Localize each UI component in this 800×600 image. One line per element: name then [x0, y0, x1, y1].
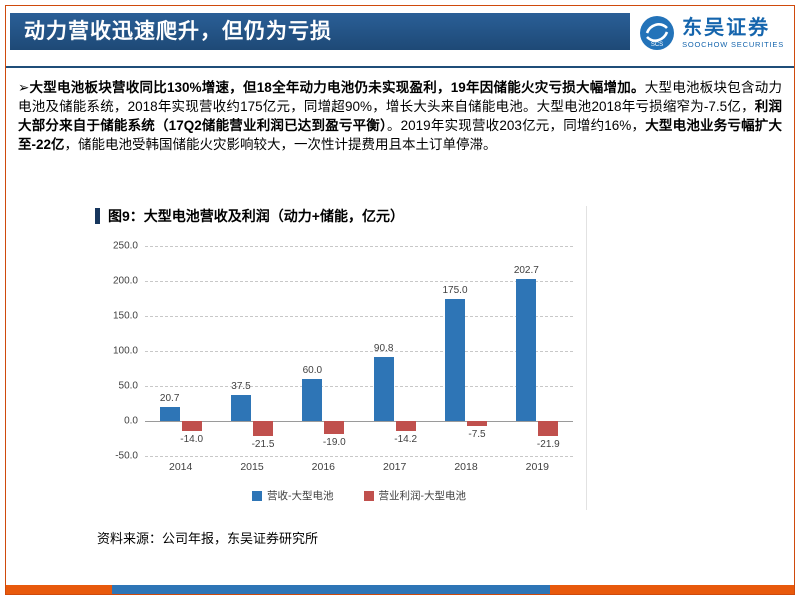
soochow-logo: SCS 东吴证券 SOOCHOW SECURITIES [639, 15, 784, 51]
logo-chinese-name: 东吴证券 [682, 16, 771, 39]
profit-bar [253, 421, 273, 437]
gridline [145, 315, 573, 317]
chart-container: 图9：大型电池营收及利润（动力+储能，亿元） 250.0 200.0 150.0 10… [95, 206, 587, 510]
revenue-bar [373, 357, 394, 421]
profit-value-label: -14.0 [180, 433, 204, 445]
profit-value-label: -19.0 [322, 437, 346, 449]
revenue-value-label: 202.7 [513, 265, 539, 277]
slide-title: 动力营收迅速爬升，但仍为亏损 [24, 20, 332, 43]
x-axis-labels: 2014 2015 2016 2017 2018 2019 [145, 461, 573, 476]
soochow-logo-icon: SCS [640, 16, 675, 50]
chart-plot: 250.0 200.0 150.0 100.0 50.0 0.0 -50.0 20.7 -14.… [113, 241, 573, 462]
legend-item: 营收-大型电池 [252, 488, 334, 503]
body-text-segment: 。2019年实现营收203亿元，同增约16%， [386, 118, 646, 133]
profit-value-label: -7.5 [468, 429, 486, 441]
revenue-bar [231, 394, 251, 421]
chart-legend: 营收-大型电池 营业利润-大型电池 [145, 488, 573, 503]
logo-english-name: SOOCHOW SECURITIES [682, 39, 784, 49]
x-axis-tick-label: 2018 [454, 461, 478, 473]
profit-bar [467, 421, 487, 427]
revenue-value-label: 175.0 [442, 284, 468, 296]
gridline [145, 280, 573, 282]
revenue-bar [445, 298, 465, 421]
footer-stripe-segment [549, 585, 794, 594]
x-axis-tick-label: 2015 [240, 461, 264, 473]
bar-cluster: 175.0 -7.5 [442, 246, 488, 456]
legend-item: 营业利润-大型电池 [363, 488, 467, 503]
logo-badge-text: SCS [651, 42, 663, 48]
chart-title-accent-bar [95, 208, 100, 224]
chart-title: 图9：大型电池营收及利润（动力+储能，亿元） [108, 208, 404, 224]
gridline [145, 351, 573, 352]
gridline [145, 456, 573, 457]
profit-value-label: -21.9 [536, 439, 560, 451]
y-axis-tick-label: 150.0 [112, 310, 138, 322]
gridline [145, 385, 573, 387]
source-note: 资料来源：公司年报，东吴证券研究所 [97, 531, 319, 546]
legend-swatch [252, 490, 262, 501]
x-axis-tick-label: 2016 [311, 461, 336, 473]
body-text-segment: 大型电池板块包含动力电池及储能系统，2018年实现营收约175亿元，同增超90%… [18, 80, 783, 114]
profit-value-label: -21.5 [251, 439, 275, 451]
y-axis-tick-label: 50.0 [118, 380, 138, 392]
legend-label: 营收-大型电池 [267, 490, 334, 502]
profit-value-label: -14.2 [394, 433, 418, 445]
bar-cluster: 37.5 -21.5 [230, 246, 274, 456]
footer-stripe-segment [6, 585, 113, 594]
bullet-marker: ➢ [18, 80, 30, 95]
revenue-bar [516, 279, 537, 421]
revenue-value-label: 90.8 [373, 343, 394, 355]
revenue-bar [159, 406, 180, 421]
x-axis-tick-label: 2019 [525, 461, 550, 473]
body-text-segment: 利润大部分来自于储能系统（17Q2储能营业利润已达到盈亏平衡） [18, 99, 782, 133]
header-divider [6, 66, 794, 68]
gridline [145, 246, 573, 247]
profit-bar [324, 421, 345, 435]
footer-stripe-segment [112, 585, 550, 594]
profit-bar [538, 421, 559, 437]
body-text-segment: 大型电池业务亏幅扩大至-22亿 [18, 118, 783, 152]
revenue-value-label: 60.0 [302, 365, 323, 376]
bar-cluster: 202.7 -21.9 [513, 246, 560, 456]
footer-stripe [6, 585, 794, 594]
x-axis-line [145, 421, 573, 422]
y-axis-tick-label: 250.0 [112, 240, 138, 252]
bar-cluster: 20.7 -14.0 [159, 246, 203, 456]
bar-cluster: 60.0 -19.0 [301, 246, 346, 456]
y-axis-tick-label: 200.0 [112, 275, 138, 287]
profit-bar [395, 421, 416, 431]
bar-cluster: 90.8 -14.2 [373, 246, 417, 456]
x-axis-tick-label: 2014 [168, 461, 193, 473]
revenue-value-label: 37.5 [231, 380, 251, 392]
revenue-bar [302, 379, 323, 421]
revenue-value-label: 20.7 [159, 392, 180, 404]
y-axis-tick-label: 100.0 [112, 345, 138, 357]
chart-title-row: 图9：大型电池营收及利润（动力+储能，亿元） [95, 206, 586, 226]
x-axis-tick-label: 2017 [382, 461, 407, 473]
profit-bar [181, 421, 202, 431]
slide-title-bar: 动力营收迅速爬升，但仍为亏损 [10, 13, 630, 50]
body-paragraph: ➢大型电池板块营收同比130%增速，但18全年动力电池仍未实现盈利，19年因储能… [18, 78, 782, 154]
y-axis-tick-label: -50.0 [115, 450, 138, 462]
y-axis-tick-label: 0.0 [124, 415, 138, 427]
body-text-segment: 大型电池板块营收同比130%增速，但18全年动力电池仍未实现盈利，19年因储能火… [29, 80, 645, 95]
body-text-segment: ，储能电池受韩国储能火灾影响较大，一次性计提费用且本土订单停滞。 [64, 137, 497, 152]
legend-swatch [363, 490, 374, 501]
legend-label: 营业利润-大型电池 [378, 490, 467, 502]
